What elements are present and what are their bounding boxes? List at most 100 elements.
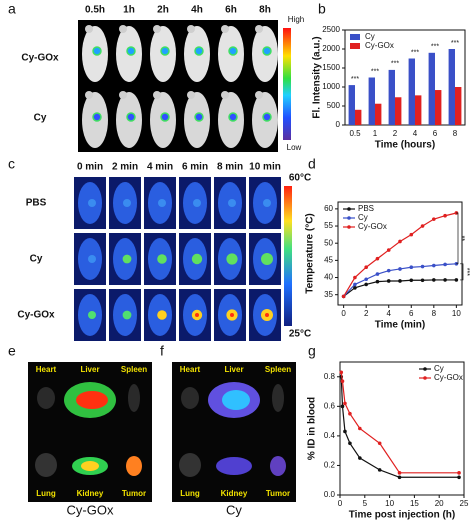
point [420, 264, 425, 269]
organ-label: Tumor [122, 489, 146, 498]
time-label: 1h [123, 5, 135, 16]
signal [126, 46, 136, 56]
y-axis-title: Fl. Intensity (a.u.) [312, 36, 323, 118]
y-tick-label: 500 [327, 101, 341, 110]
image-panels [28, 20, 296, 502]
x-tick-label: 0 [338, 499, 343, 508]
hotspot [122, 310, 132, 320]
legend-label: PBS [358, 204, 374, 213]
hotspot [157, 254, 167, 264]
point [358, 456, 362, 460]
mouse-ear [255, 91, 263, 99]
time-label: 6 min [182, 162, 208, 173]
row-label: Cy [30, 254, 43, 265]
hotspot [228, 199, 236, 207]
legend-marker [347, 225, 351, 229]
bracket [460, 263, 464, 281]
point [409, 232, 414, 237]
y-tick-label: 50 [324, 238, 333, 247]
y-tick-label: 2000 [322, 44, 340, 53]
legend-marker [423, 376, 427, 380]
point [398, 239, 402, 244]
hotspot-core [265, 313, 269, 317]
time-label: 0.5h [85, 5, 105, 16]
mouse-ear [119, 25, 127, 33]
significance: *** [431, 44, 439, 51]
series-line [340, 372, 460, 474]
plot-frame [337, 201, 463, 306]
bar [375, 103, 382, 125]
y-tick-label: 0.6 [324, 401, 336, 410]
y-tick-label: 35 [324, 290, 333, 299]
point [375, 272, 380, 276]
legend-label: Cy [358, 213, 368, 222]
point [375, 279, 380, 284]
legend-label: Cy-GOx [365, 41, 394, 50]
y-tick-label: 0.2 [324, 461, 336, 470]
row-label: PBS [26, 198, 47, 209]
organ-label: Kidney [77, 489, 104, 498]
legend-marker [347, 216, 351, 220]
x-axis-title: Time (min) [375, 320, 425, 331]
x-axis-title: Time post injection (h) [349, 510, 455, 520]
y-tick-label: 40 [324, 273, 333, 282]
point [364, 265, 368, 270]
tumor [126, 456, 142, 476]
hotspot [191, 253, 203, 265]
y-tick-label: 0.4 [324, 431, 336, 440]
point [341, 294, 346, 299]
bar [395, 97, 402, 125]
point [443, 213, 447, 218]
scale-low: Low [287, 143, 302, 152]
point [358, 426, 362, 431]
x-tick-label: 2 [364, 309, 369, 318]
significance: *** [463, 268, 470, 276]
point [343, 429, 347, 434]
x-tick-label: 10 [385, 499, 394, 508]
colorbar [284, 186, 292, 326]
x-tick-label: 6 [409, 309, 414, 318]
point [353, 286, 357, 290]
mouse-ear [255, 25, 263, 33]
y-axis-title: % ID in blood [307, 397, 318, 460]
y-tick-label: 0 [336, 120, 341, 129]
y-axis-title: Temperature (°C) [305, 213, 316, 294]
time-label: 6h [225, 5, 237, 16]
mouse-ear [187, 25, 195, 33]
significance: *** [371, 68, 379, 75]
time-label: 2h [157, 5, 169, 16]
signal [92, 112, 102, 122]
x-axis-title: Time (hours) [375, 140, 435, 151]
significance: *** [411, 49, 419, 56]
point [420, 278, 425, 283]
point [377, 441, 382, 446]
organ-label: Lung [36, 489, 56, 498]
signal [160, 46, 170, 56]
significance: *** [451, 40, 459, 47]
point [420, 224, 425, 228]
spleen [128, 384, 140, 412]
bar [448, 49, 455, 125]
liver-core [222, 390, 250, 410]
significance: *** [391, 61, 399, 68]
mouse-ear [153, 25, 161, 33]
point [409, 265, 414, 270]
hotspot [261, 253, 273, 265]
signal [92, 46, 102, 56]
hotspot-core [230, 313, 234, 317]
bar [388, 69, 395, 125]
bar [408, 58, 415, 125]
organ-label: Liver [80, 365, 99, 374]
legend-label: Cy [365, 32, 375, 41]
point [398, 267, 402, 271]
x-tick-label: 5 [363, 499, 368, 508]
time-label: 4h [191, 5, 203, 16]
organ-label: Heart [180, 365, 201, 374]
point [397, 475, 402, 480]
mouse-ear [221, 25, 229, 33]
x-tick-label: 20 [435, 499, 444, 508]
panel-label: c [8, 156, 15, 172]
organ-label: Heart [36, 365, 57, 374]
organ-label: Spleen [265, 365, 291, 374]
panel-label: a [8, 1, 16, 17]
